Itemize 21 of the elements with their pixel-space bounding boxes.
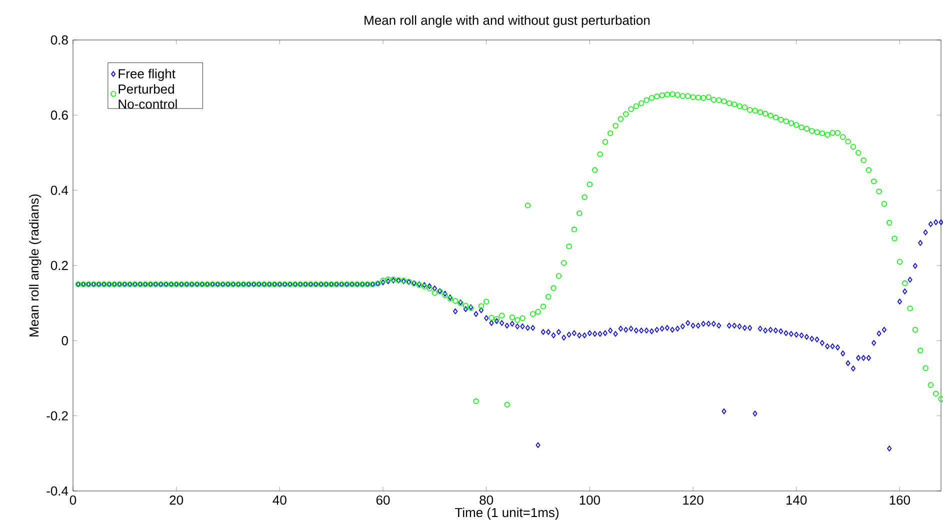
chart-title: Mean roll angle with and without gust perturbation — [364, 15, 650, 28]
x-tick-label: 80 — [480, 496, 494, 505]
x-tick-label: 0 — [70, 496, 76, 505]
y-tick-label: 0.8 — [50, 35, 68, 45]
legend-label: Perturbed No-control — [118, 84, 177, 109]
x-tick-label: 60 — [376, 496, 390, 505]
y-tick-label: -0.4 — [46, 486, 68, 496]
x-tick-label: 120 — [683, 496, 704, 505]
y-axis-title: Mean roll angle (radians) — [29, 194, 42, 336]
y-tick-label: 0 — [62, 336, 68, 346]
y-tick-label: 0.6 — [50, 110, 68, 120]
x-tick-label: 40 — [272, 496, 286, 505]
x-tick-label: 140 — [786, 496, 807, 505]
x-axis-title: Time (1 unit=1ms) — [454, 508, 558, 520]
y-tick-label: 0.4 — [50, 186, 68, 195]
x-tick-label: 100 — [580, 496, 600, 505]
y-tick-label: 0.2 — [50, 260, 68, 270]
y-tick-label: -0.2 — [46, 411, 68, 420]
x-tick-label: 20 — [170, 496, 184, 505]
x-tick-label: 160 — [890, 496, 910, 505]
legend-label: Free flight — [118, 68, 176, 81]
